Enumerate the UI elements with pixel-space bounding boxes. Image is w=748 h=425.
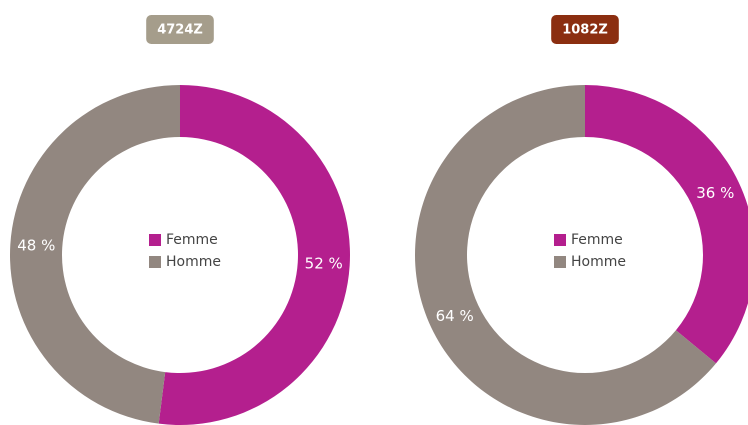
- legend-swatch: [149, 256, 161, 268]
- chart-title: 4724Z: [157, 23, 203, 38]
- donut-slice: [158, 85, 350, 425]
- legend-swatch: [554, 256, 566, 268]
- legend-swatch: [149, 234, 161, 246]
- slice-label: 64 %: [436, 307, 474, 325]
- legend-label: Femme: [166, 232, 218, 248]
- legend-label: Homme: [166, 254, 221, 270]
- donut-slice: [585, 85, 748, 364]
- title-badge: [551, 15, 619, 44]
- legend-label: Femme: [571, 232, 623, 248]
- donut-slice: [415, 85, 716, 425]
- chart-title: 1082Z: [562, 23, 608, 38]
- slice-label: 52 %: [305, 255, 343, 273]
- title-badge: [146, 15, 214, 44]
- slice-label: 48 %: [17, 236, 55, 254]
- legend-swatch: [554, 234, 566, 246]
- legend-label: Homme: [571, 254, 626, 270]
- slice-label: 36 %: [696, 184, 734, 202]
- donut-slice: [9, 85, 180, 424]
